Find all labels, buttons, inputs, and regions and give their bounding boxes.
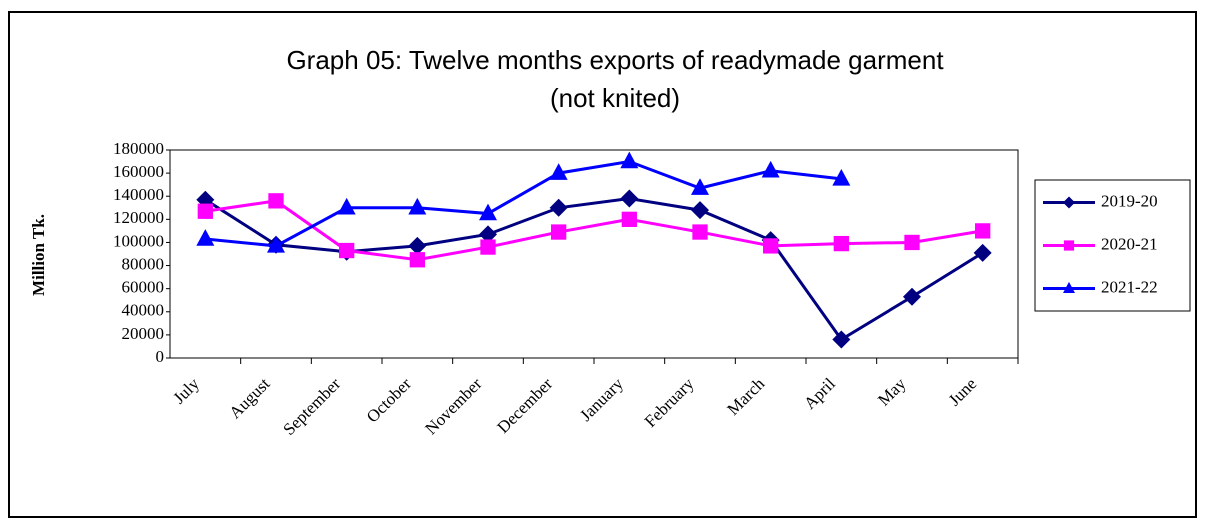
marker (692, 224, 708, 240)
y-tick-label: 180000 (113, 139, 164, 158)
marker (409, 252, 425, 268)
marker (1063, 281, 1075, 293)
marker (479, 225, 497, 244)
marker (1063, 240, 1075, 251)
y-tick-label: 60000 (122, 278, 165, 297)
chart-title: (not knited) (550, 83, 680, 113)
marker (339, 242, 355, 259)
y-axis-label: Million Tk. (29, 214, 48, 296)
legend-label: 2021-22 (1101, 277, 1158, 296)
marker (551, 224, 567, 240)
marker (337, 197, 356, 215)
marker (761, 160, 780, 178)
marker (268, 193, 284, 209)
marker (620, 189, 639, 208)
marker (691, 201, 709, 220)
marker (833, 235, 849, 252)
marker (549, 163, 568, 180)
chart-frame (8, 11, 1197, 518)
marker (973, 243, 992, 262)
marker (267, 236, 285, 253)
y-tick-label: 140000 (113, 185, 164, 204)
marker (904, 234, 920, 251)
legend-label: 2020-21 (1101, 234, 1158, 253)
marker (480, 239, 496, 255)
y-tick-label: 80000 (122, 254, 165, 273)
marker (1063, 196, 1075, 209)
y-tick-label: 0 (156, 347, 165, 366)
y-tick-label: 160000 (113, 162, 164, 181)
marker (621, 211, 637, 227)
series-line (204, 197, 984, 342)
series-line (205, 160, 842, 248)
chart-title: Graph 05: Twelve months exports of ready… (286, 45, 944, 75)
y-tick-label: 100000 (113, 231, 164, 250)
marker (197, 203, 213, 219)
series-line (205, 199, 983, 262)
marker (479, 203, 497, 221)
marker (620, 151, 639, 169)
marker (549, 198, 568, 217)
y-tick-label: 40000 (122, 301, 165, 320)
marker (832, 168, 851, 186)
marker (408, 236, 427, 255)
marker (903, 287, 921, 306)
marker (832, 330, 851, 349)
y-tick-label: 120000 (113, 208, 164, 227)
marker (408, 197, 427, 215)
marker (196, 229, 215, 246)
marker (763, 238, 779, 254)
marker (975, 223, 991, 239)
y-tick-label: 20000 (122, 324, 165, 343)
legend-label: 2019-20 (1101, 191, 1158, 210)
marker (691, 178, 709, 195)
